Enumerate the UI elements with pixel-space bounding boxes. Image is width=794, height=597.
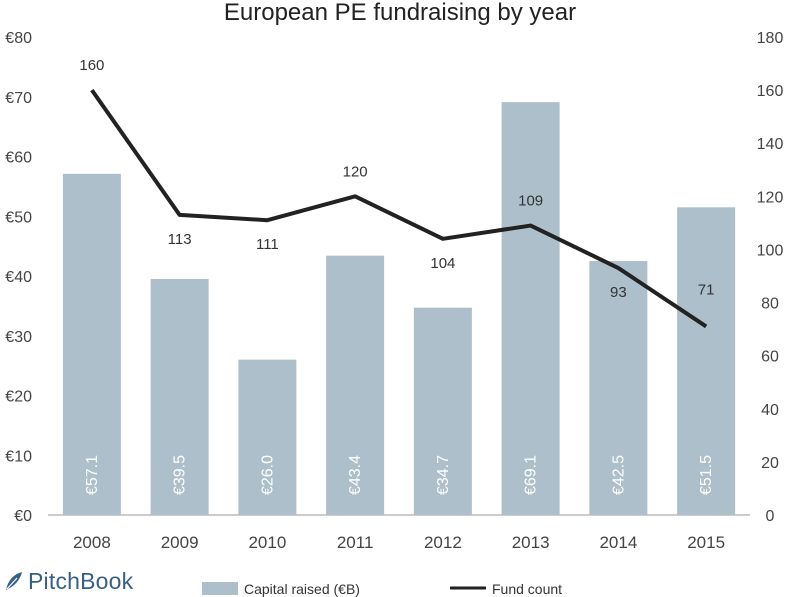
bar-series: €57.1 €39.5 €26.0 €43.4 €34.7 €69.1 €42.5 €51.5: [62, 102, 736, 515]
right-tick-label: 40: [761, 402, 779, 419]
line-value-label: 71: [698, 281, 715, 298]
bar: [589, 261, 648, 515]
fund-count-line: [90, 88, 708, 329]
bar-value-label: €34.7: [435, 455, 452, 495]
bar: [501, 102, 560, 515]
brand-name: PitchBook: [28, 567, 134, 594]
right-tick-label: 60: [761, 349, 779, 366]
right-tick-label: 20: [761, 455, 779, 472]
right-axis: 0 20 40 60 80 100 120 140 160 180: [757, 30, 784, 525]
bar-value-label: €42.5: [610, 455, 627, 495]
x-tick-label: 2012: [424, 533, 462, 552]
x-tick-label: 2015: [687, 533, 725, 552]
x-tick-label: 2010: [248, 533, 286, 552]
legend-label-capital: Capital raised (€B): [244, 581, 360, 597]
left-tick-label: €0: [14, 508, 32, 525]
line-value-label: 120: [343, 163, 368, 180]
bar: [62, 173, 121, 515]
bar-value-label: €39.5: [172, 455, 189, 495]
x-axis: 2008 2009 2010 2011 2012 2013 2014 2015: [73, 533, 725, 552]
pitchbook-leaf-icon: [6, 572, 22, 590]
right-tick-label: 160: [757, 83, 784, 100]
x-tick-label: 2013: [512, 533, 550, 552]
bar-value-label: €69.1: [523, 455, 540, 495]
line-value-label: 104: [430, 255, 455, 272]
line-value-label: 160: [79, 57, 104, 74]
chart-title: European PE fundraising by year: [224, 0, 576, 26]
bar: [677, 207, 736, 515]
right-tick-label: 100: [757, 242, 784, 259]
bar: [150, 278, 209, 515]
left-axis: €0 €10 €20 €30 €40 €50 €60 €70 €80: [5, 30, 32, 525]
left-tick-label: €30: [5, 329, 32, 346]
line-series: 160 113 111 120 104 109 93 71: [79, 57, 715, 329]
legend-label-fund-count: Fund count: [492, 581, 562, 597]
x-tick-label: 2009: [161, 533, 199, 552]
bar-value-label: €26.0: [259, 455, 276, 495]
legend-swatch-capital: [202, 582, 238, 595]
right-tick-label: 0: [766, 508, 775, 525]
brand-logo: PitchBook: [4, 566, 133, 596]
bar: [413, 307, 472, 515]
left-tick-label: €70: [5, 90, 32, 107]
x-tick-label: 2014: [599, 533, 637, 552]
left-tick-label: €40: [5, 269, 32, 286]
legend: Capital raised (€B) Fund count: [202, 581, 562, 597]
bar-value-label: €51.5: [698, 455, 715, 495]
left-tick-label: €50: [5, 209, 32, 226]
bar: [326, 255, 385, 515]
bar: [238, 359, 297, 515]
right-tick-label: 140: [757, 136, 784, 153]
line-value-label: 109: [518, 193, 543, 210]
line-value-label: 111: [256, 236, 279, 253]
line-value-label: 93: [610, 284, 627, 301]
bar-value-label: €57.1: [84, 455, 101, 495]
left-tick-label: €60: [5, 150, 32, 167]
bar-value-label: €43.4: [347, 455, 364, 495]
right-tick-label: 80: [761, 296, 779, 313]
x-tick-label: 2011: [337, 533, 374, 552]
left-tick-label: €10: [5, 448, 32, 465]
right-tick-label: 180: [757, 30, 784, 47]
x-tick-label: 2008: [73, 533, 111, 552]
right-tick-label: 120: [757, 189, 784, 206]
left-tick-label: €20: [5, 389, 32, 406]
left-tick-label: €80: [5, 30, 32, 47]
line-value-label: 113: [168, 231, 192, 248]
